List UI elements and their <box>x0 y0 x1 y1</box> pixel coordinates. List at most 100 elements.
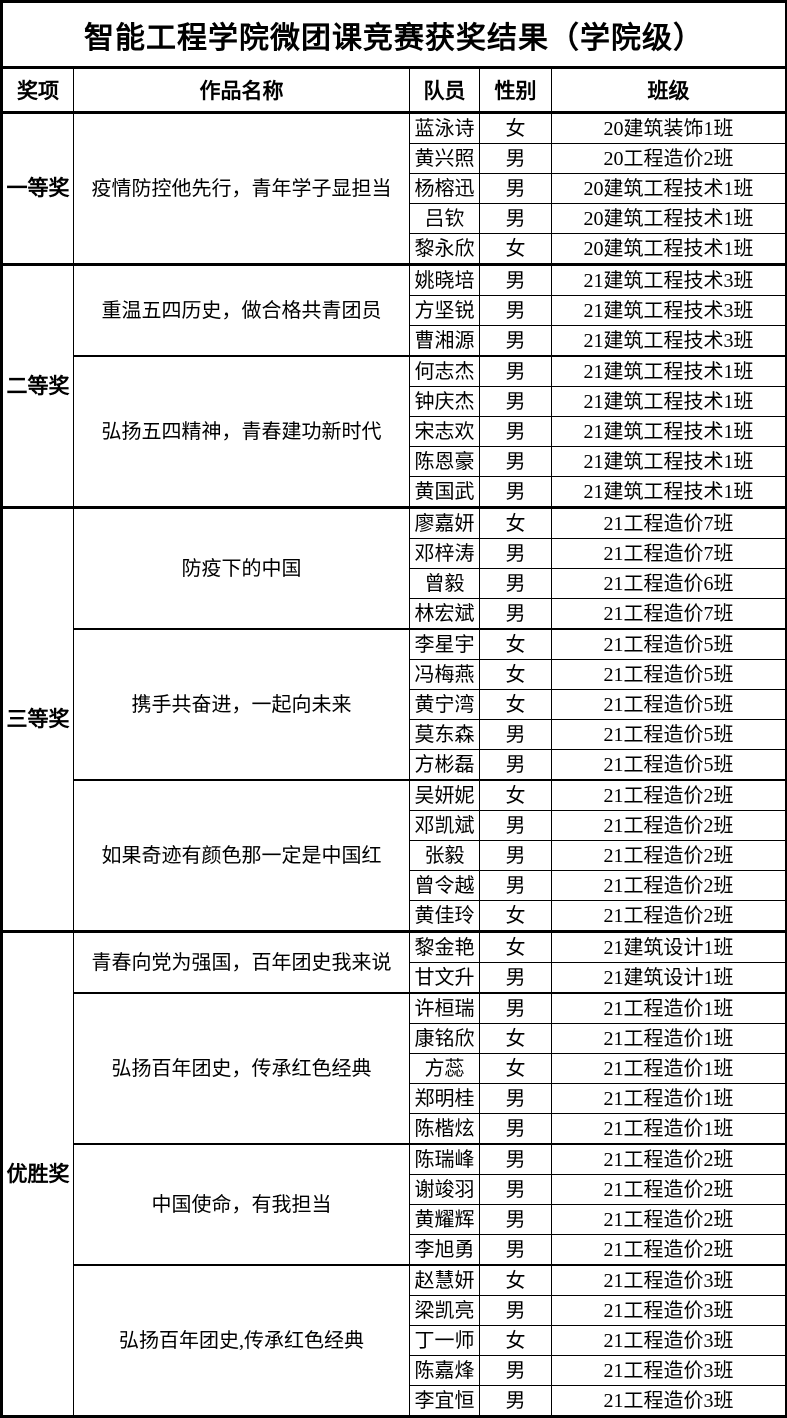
gender-cell: 男 <box>479 476 552 508</box>
member-name-cell: 丁一师 <box>409 1325 480 1356</box>
gender-cell: 男 <box>479 992 552 1024</box>
member-row: 二等奖 重温五四历史，做合格共青团员 姚晓培男 21建筑工程技术3班 <box>0 263 787 508</box>
member-row: 曾毅男 21工程造价6班 <box>2 568 787 599</box>
member-row: 李旭勇男 21工程造价2班 <box>2 1234 787 1266</box>
gender-cell: 男 <box>479 870 552 901</box>
gender-cell: 女 <box>479 506 552 539</box>
gender-cell: 男 <box>479 598 552 630</box>
class-cell: 21工程造价2班 <box>550 1143 787 1175</box>
class-cell: 21工程造价5班 <box>550 719 787 750</box>
column-header-4: 班级 <box>550 67 787 114</box>
member-row: 方坚锐男 21建筑工程技术3班 <box>2 295 787 326</box>
member-row: 黄佳玲女 21工程造价2班 <box>2 900 787 932</box>
class-cell: 20工程造价2班 <box>550 143 787 174</box>
member-name-cell: 张毅 <box>409 840 480 871</box>
class-cell: 21工程造价7班 <box>550 506 787 539</box>
member-name-cell: 邓梓涛 <box>409 538 480 569</box>
gender-cell: 男 <box>479 173 552 204</box>
class-cell: 21工程造价1班 <box>550 992 787 1024</box>
member-name-cell: 黄佳玲 <box>409 900 480 932</box>
member-row: 杨榕迅男 20建筑工程技术1班 <box>2 173 787 204</box>
member-row: 中国使命，有我担当 陈瑞峰男 21工程造价2班 <box>2 1143 787 1266</box>
award-name-cell: 优胜奖 <box>0 930 74 1417</box>
class-cell: 21工程造价1班 <box>550 1113 787 1145</box>
class-cell: 21工程造价6班 <box>550 568 787 599</box>
member-name-cell: 康铭欣 <box>409 1023 480 1054</box>
gender-cell: 女 <box>479 233 552 265</box>
member-name-cell: 陈楷炫 <box>409 1113 480 1145</box>
class-cell: 21建筑工程技术1班 <box>550 386 787 417</box>
class-cell: 21工程造价7班 <box>550 538 787 569</box>
member-name-cell: 廖嘉妍 <box>409 506 480 539</box>
member-row: 张毅男 21工程造价2班 <box>2 840 787 871</box>
member-name-cell: 蓝泳诗 <box>409 111 480 144</box>
table-head: 智能工程学院微团课竞赛获奖结果（学院级） 奖项 作品名称 队员 性别 班级 <box>0 1 787 114</box>
class-cell: 20建筑工程技术1班 <box>550 173 787 204</box>
gender-cell: 男 <box>479 810 552 841</box>
class-cell: 21工程造价2班 <box>550 1204 787 1235</box>
title-row: 智能工程学院微团课竞赛获奖结果（学院级） <box>0 1 787 69</box>
member-name-cell: 郑明桂 <box>409 1083 480 1114</box>
member-name-cell: 姚晓培 <box>409 263 480 296</box>
gender-cell: 男 <box>479 1204 552 1235</box>
class-cell: 21工程造价1班 <box>550 1053 787 1084</box>
member-name-cell: 曾令越 <box>409 870 480 901</box>
member-name-cell: 陈恩豪 <box>409 446 480 477</box>
member-row: 携手共奋进，一起向未来 李星宇女 21工程造价5班 <box>2 628 787 781</box>
gender-cell: 男 <box>479 840 552 871</box>
work-title-cell: 青春向党为强国，百年团史我来说 <box>73 930 410 994</box>
work-title-cell: 疫情防控他先行，青年学子显担当 <box>73 111 410 265</box>
class-cell: 21工程造价5班 <box>550 749 787 781</box>
member-name-cell: 黄耀辉 <box>409 1204 480 1235</box>
member-row: 丁一师女 21工程造价3班 <box>2 1325 787 1356</box>
member-row: 黄国武男 21建筑工程技术1班 <box>2 476 787 508</box>
member-name-cell: 方彬磊 <box>409 749 480 781</box>
award-name-cell: 三等奖 <box>0 506 74 932</box>
gender-cell: 女 <box>479 1023 552 1054</box>
gender-cell: 男 <box>479 1174 552 1205</box>
member-name-cell: 方蕊 <box>409 1053 480 1084</box>
column-header-1: 作品名称 <box>73 67 410 114</box>
gender-cell: 男 <box>479 325 552 357</box>
gender-cell: 男 <box>479 538 552 569</box>
gender-cell: 男 <box>479 1234 552 1266</box>
member-name-cell: 杨榕迅 <box>409 173 480 204</box>
column-header-3: 性别 <box>479 67 552 114</box>
member-name-cell: 许桓瑞 <box>409 992 480 1024</box>
member-row: 方蕊女 21工程造价1班 <box>2 1053 787 1084</box>
member-row: 郑明桂男 21工程造价1班 <box>2 1083 787 1114</box>
gender-cell: 男 <box>479 143 552 174</box>
class-cell: 21建筑工程技术1班 <box>550 416 787 447</box>
column-header-2: 队员 <box>409 67 480 114</box>
member-row: 吕钦男 20建筑工程技术1班 <box>2 203 787 234</box>
work-title-cell: 弘扬百年团史，传承红色经典 <box>73 992 410 1145</box>
column-header-0: 奖项 <box>1 67 74 114</box>
table-body: 一等奖 疫情防控他先行，青年学子显担当 蓝泳诗女 20建筑装饰1班 黄兴照男 20工程造价… <box>0 111 787 1417</box>
class-cell: 21工程造价1班 <box>550 1083 787 1114</box>
member-row: 陈嘉烽男 21工程造价3班 <box>2 1355 787 1386</box>
class-cell: 21工程造价2班 <box>550 810 787 841</box>
member-name-cell: 黎金艳 <box>409 930 480 963</box>
member-name-cell: 李宜恒 <box>409 1385 480 1417</box>
member-name-cell: 梁凯亮 <box>409 1295 480 1326</box>
member-row: 谢竣羽男 21工程造价2班 <box>2 1174 787 1205</box>
class-cell: 21建筑设计1班 <box>550 962 787 994</box>
gender-cell: 男 <box>479 1385 552 1417</box>
member-name-cell: 吕钦 <box>409 203 480 234</box>
member-row: 宋志欢男 21建筑工程技术1班 <box>2 416 787 447</box>
class-cell: 21工程造价2班 <box>550 870 787 901</box>
member-name-cell: 黄兴照 <box>409 143 480 174</box>
class-cell: 20建筑装饰1班 <box>550 111 787 144</box>
page-title: 智能工程学院微团课竞赛获奖结果（学院级） <box>0 1 787 69</box>
gender-cell: 女 <box>479 628 552 660</box>
member-row: 甘文升男 21建筑设计1班 <box>2 962 787 994</box>
class-cell: 21工程造价5班 <box>550 628 787 660</box>
member-name-cell: 李星宇 <box>409 628 480 660</box>
member-row: 黄宁湾女 21工程造价5班 <box>2 689 787 720</box>
class-cell: 21工程造价7班 <box>550 598 787 630</box>
gender-cell: 男 <box>479 1143 552 1175</box>
member-row: 陈楷炫男 21工程造价1班 <box>2 1113 787 1145</box>
class-cell: 21工程造价3班 <box>550 1325 787 1356</box>
member-row: 钟庆杰男 21建筑工程技术1班 <box>2 386 787 417</box>
